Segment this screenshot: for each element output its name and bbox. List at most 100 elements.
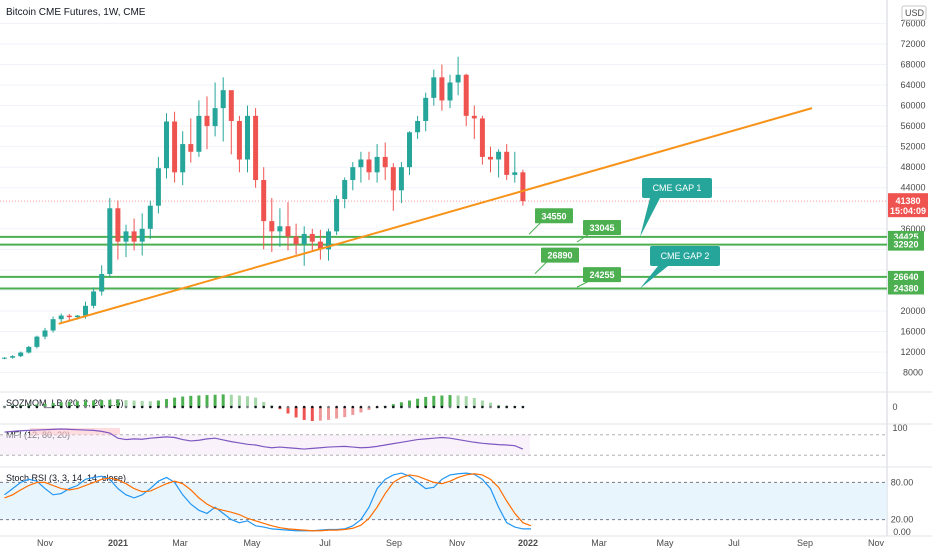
sqzmom-bar xyxy=(92,400,96,407)
candle-body xyxy=(74,315,80,318)
trendline[interactable] xyxy=(58,107,813,325)
candle-body xyxy=(488,156,493,160)
price-tick-label: 76000 xyxy=(900,18,925,28)
candle-body xyxy=(479,118,485,157)
annotation-pointer xyxy=(528,221,542,235)
time-axis[interactable]: Nov 2021 Mar May Jul Sep Nov 2022 Mar May Jul Sep No… xyxy=(37,538,885,548)
sqzmom-bar xyxy=(472,398,476,407)
sqzmom-bar xyxy=(75,401,79,407)
candle-body xyxy=(439,77,445,101)
price-tick-label: 56000 xyxy=(900,121,925,131)
sqzmom-dot xyxy=(246,405,249,409)
sqzmom-bar xyxy=(416,398,420,407)
sqzmom-dot xyxy=(343,405,347,409)
candle-body xyxy=(407,132,412,168)
sqzmom-dot xyxy=(238,405,241,409)
candle-body xyxy=(455,74,461,83)
candle-body xyxy=(2,357,7,359)
sqzmom-dot xyxy=(140,405,144,409)
sqzmom-bar xyxy=(67,401,71,407)
sqzmom-bar xyxy=(343,407,347,418)
price-axis[interactable]: 8000 12000 16000 20000 36000 44000 48000 52000 5… xyxy=(886,0,926,536)
sqzmom-dot xyxy=(294,405,298,409)
sqzmom-dot xyxy=(124,405,128,409)
time-tick-label: Nov xyxy=(37,538,54,548)
candle-body xyxy=(180,144,186,173)
currency-badge[interactable]: USD xyxy=(901,5,927,21)
sqzmom-dot xyxy=(448,405,452,409)
sqzmom-dot xyxy=(424,405,428,409)
gap-levels xyxy=(0,200,887,290)
candle-body xyxy=(431,77,437,98)
sqzmom-bar xyxy=(310,407,314,422)
candlestick-series xyxy=(2,56,526,360)
level-price-tag-text: 24380 xyxy=(893,283,918,293)
candle-body xyxy=(269,221,275,232)
candle-body xyxy=(398,167,404,191)
annotation-pointer xyxy=(576,233,590,243)
candle-body xyxy=(326,231,331,250)
candle-body xyxy=(123,231,129,242)
sqzmom-dot xyxy=(505,405,509,409)
sqzmom-bar xyxy=(132,400,136,407)
candle-body xyxy=(42,330,48,337)
sqzmom-dot xyxy=(11,405,14,409)
candle-body xyxy=(83,305,88,316)
candle-body xyxy=(196,115,202,152)
time-tick-label: Jul xyxy=(728,538,740,548)
candle-body xyxy=(50,319,56,331)
time-tick-label: May xyxy=(656,538,674,548)
sqzmom-bar xyxy=(140,400,144,407)
sqzmom-dot xyxy=(400,405,403,409)
sqzmom-dot xyxy=(59,405,63,409)
annotation-box xyxy=(541,247,579,263)
sqzmom-dot xyxy=(92,405,95,409)
sqzmom-dot xyxy=(43,405,47,409)
candle-body xyxy=(58,315,64,320)
candle-body xyxy=(285,226,291,237)
stoch-band xyxy=(0,482,887,520)
stoch-rsi-label: Stoch RSI (3, 3, 14, 14, close) xyxy=(6,473,126,483)
price-tick-label: 8000 xyxy=(903,368,923,378)
sqzmom-bar xyxy=(156,400,160,407)
candle-body xyxy=(342,180,348,200)
sqzmom-dot xyxy=(132,405,136,409)
candle-body xyxy=(26,346,32,353)
sqzmom-bar xyxy=(173,397,177,407)
price-tick-label: 44000 xyxy=(900,183,925,193)
mfi-pane: MFI (12, 80, 20) 100 xyxy=(0,423,908,456)
candle-body xyxy=(107,208,113,274)
mfi-tick-label: 100 xyxy=(892,423,907,433)
sqzmom-dot xyxy=(221,405,225,409)
sqzmom-bar xyxy=(221,394,225,407)
sqzmom-dot xyxy=(456,405,460,409)
annotation-text: 33045 xyxy=(589,223,614,233)
sqzmom-bar xyxy=(59,402,63,407)
stoch-rsi-pane: Stoch RSI (3, 3, 14, 14, close) 80.00 20.… xyxy=(0,472,913,537)
candle-body xyxy=(164,121,169,169)
sqzmom-bar xyxy=(424,396,428,407)
sqzmom-dot xyxy=(521,405,525,409)
sqzmom-bar xyxy=(148,401,152,407)
sqzmom-bar xyxy=(205,395,209,407)
level-price-tag-text: 34425 xyxy=(893,232,918,242)
price-tick-label: 20000 xyxy=(900,306,925,316)
sqzmom-dot xyxy=(319,405,322,409)
time-tick-label: Sep xyxy=(386,538,402,548)
candle-body xyxy=(204,115,210,127)
sqzmom-bar xyxy=(51,403,55,407)
sqzmom-bar xyxy=(262,401,266,407)
annotation-box xyxy=(583,219,621,235)
candle-body xyxy=(236,120,242,160)
sqzmom-dot xyxy=(116,405,120,409)
candle-body xyxy=(358,159,364,168)
chart-title: Bitcoin CME Futures, 1W, CME xyxy=(6,7,146,18)
candle-body xyxy=(91,291,97,306)
sqzmom-dot xyxy=(392,405,395,409)
currency-label: USD xyxy=(905,8,925,18)
annotation-box xyxy=(583,267,621,283)
sqzmom-dot xyxy=(3,405,6,409)
level-price-tag-text: 32920 xyxy=(893,240,918,250)
price-tick-label: 12000 xyxy=(900,347,925,357)
